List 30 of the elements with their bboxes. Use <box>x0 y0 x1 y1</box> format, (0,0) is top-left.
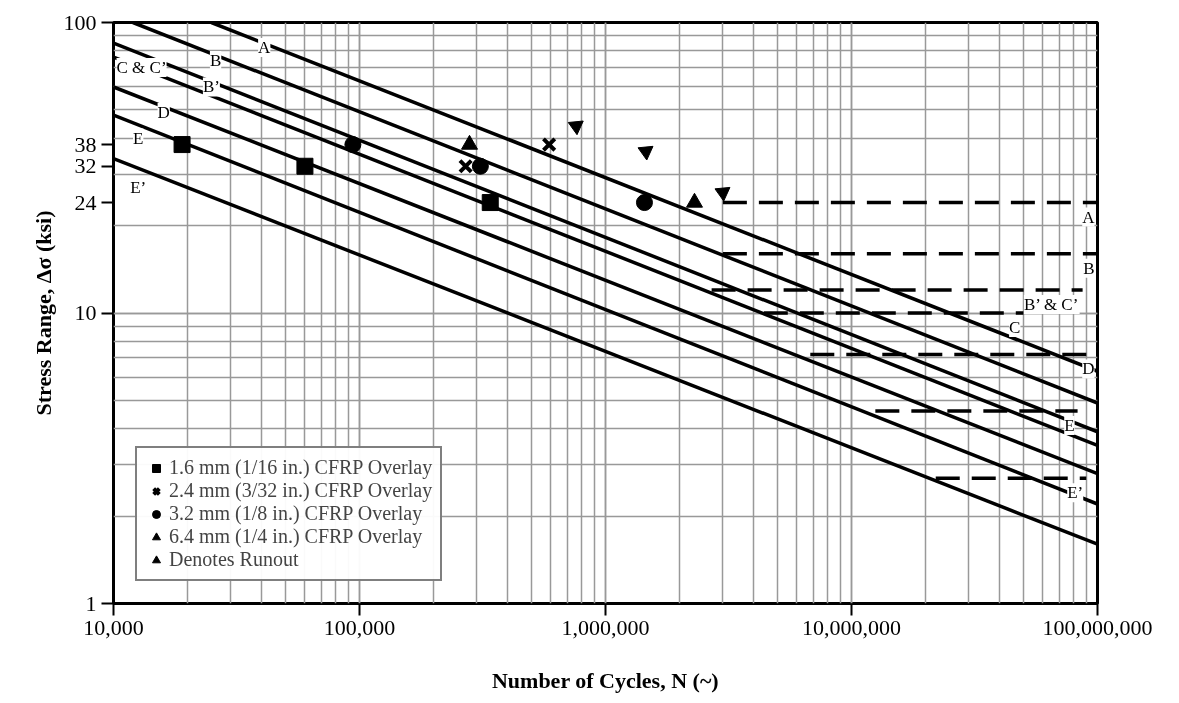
legend-label: 2.4 mm (3/32 in.) CFRP Overlay <box>169 479 433 502</box>
legend-label: Denotes Runout <box>169 548 299 571</box>
y-tick-label: 24 <box>74 189 97 215</box>
y-tick-label: 10 <box>74 300 97 325</box>
y-tick-label: 1 <box>85 590 97 616</box>
x-tick-label: 10,000 <box>83 614 144 640</box>
annotation: B’ & C’ <box>1023 295 1079 314</box>
annotation: A <box>1082 207 1096 227</box>
x-tick-label: 100,000 <box>323 614 396 640</box>
y-axis-title: Stress Range, Δσ (ksi) <box>30 210 56 416</box>
legend-label: 6.4 mm (1/4 in.) CFRP Overlay <box>169 525 423 548</box>
legend-label: 3.2 mm (1/8 in.) CFRP Overlay <box>169 502 423 525</box>
annotation: D <box>157 103 170 122</box>
legend-label: 1.6 mm (1/16 in.) CFRP Overlay <box>169 456 433 479</box>
annotation: E’ <box>1067 483 1084 503</box>
annotation: B <box>209 50 222 70</box>
annotation: C & C’ <box>116 58 167 77</box>
x-axis-title: Number of Cycles, N (~) <box>491 667 719 693</box>
x-tick-label: 1,000,000 <box>561 614 650 640</box>
annotation: A <box>258 38 272 58</box>
annotation: E <box>1064 415 1075 435</box>
annotation: B’ <box>202 77 220 97</box>
x-tick-label: 100,000,000 <box>1042 614 1153 640</box>
annotation: D <box>1082 359 1095 379</box>
y-tick-label: 100 <box>63 9 97 35</box>
annotation: B <box>1083 258 1095 278</box>
annotation: C <box>1009 318 1021 337</box>
annotation: E <box>133 128 144 148</box>
x-tick-label: 10,000,000 <box>802 614 901 640</box>
annotation: E’ <box>130 178 147 198</box>
